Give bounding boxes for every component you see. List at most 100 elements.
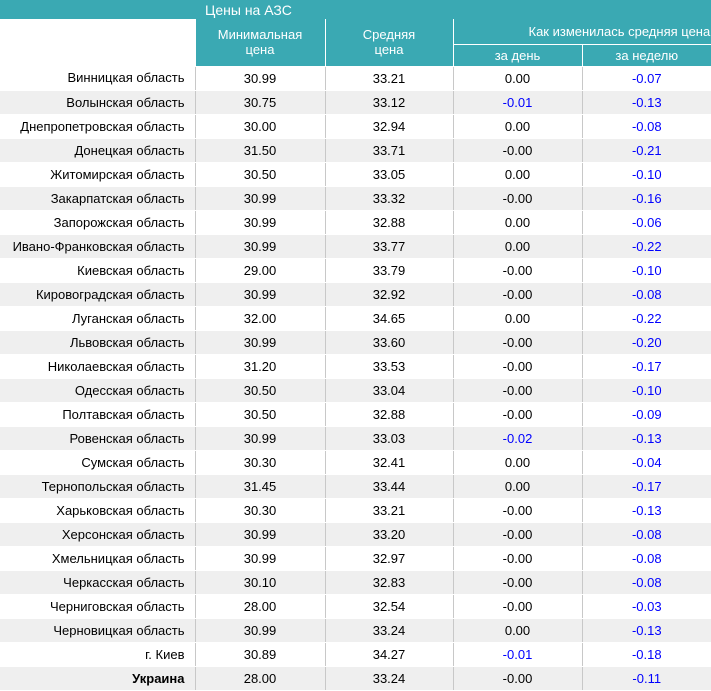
min-price: 32.00 [194,306,325,331]
region: Львовская область [0,330,195,355]
blank [0,0,195,19]
region: Днепропетровская область [0,114,195,139]
row: Луганская область 32.00 34.65 0.00 -0.22 [0,306,711,331]
row: Донецкая область 31.50 33.71 -0.00 -0.21 [0,138,711,163]
avg-price: 33.24 [324,618,453,643]
row: Волынская область 30.75 33.12 -0.01 -0.13 [0,90,711,115]
change-day: -0.01 [452,90,582,115]
change-week: -0.07 [581,66,711,91]
change-day: -0.00 [452,354,582,379]
min-price: 30.99 [194,522,325,547]
min-price: 30.00 [194,114,325,139]
change-week: -0.17 [581,474,711,499]
region: Киевская область [0,258,195,283]
day-header: за день [452,44,582,67]
row: Одесская область 30.50 33.04 -0.00 -0.10 [0,378,711,403]
region: Украина [0,666,195,691]
change-day: -0.00 [452,570,582,595]
title: Цены на АЗС [195,0,711,19]
change-week: -0.18 [581,642,711,667]
min-price: 29.00 [194,258,325,283]
change-week: -0.08 [581,114,711,139]
change-week: -0.16 [581,186,711,211]
region: Хмельницкая область [0,546,195,571]
min-price: 31.50 [194,138,325,163]
avg-price: 33.71 [324,138,453,163]
change-week: -0.10 [581,258,711,283]
change-week: -0.11 [581,666,711,691]
change-day: 0.00 [452,306,582,331]
region: Николаевская область [0,354,195,379]
row: Львовская область 30.99 33.60 -0.00 -0.20 [0,330,711,355]
row: Запорожская область 30.99 32.88 0.00 -0.06 [0,210,711,235]
row: Херсонская область 30.99 33.20 -0.00 -0.08 [0,522,711,547]
change-week: -0.13 [581,498,711,523]
avg-header: Средняя цена [324,19,453,67]
min-price: 30.30 [194,450,325,475]
avg-price: 33.32 [324,186,453,211]
change-week: -0.13 [581,90,711,115]
region: Херсонская область [0,522,195,547]
min-price: 30.99 [194,426,325,451]
avg-price: 33.05 [324,162,453,187]
region: Кировоградская область [0,282,195,307]
region: Харьковская область [0,498,195,523]
avg-price: 33.20 [324,522,453,547]
row: г. Киев 30.89 34.27 -0.01 -0.18 [0,642,711,667]
row: Полтавская область 30.50 32.88 -0.00 -0.09 [0,402,711,427]
min-price: 31.45 [194,474,325,499]
avg-price: 33.79 [324,258,453,283]
min-price: 30.10 [194,570,325,595]
row: Тернопольская область 31.45 33.44 0.00 -0.17 [0,474,711,499]
min-price: 30.50 [194,162,325,187]
min-price: 30.99 [194,210,325,235]
change-day: -0.00 [452,138,582,163]
row: Николаевская область 31.20 33.53 -0.00 -0.17 [0,354,711,379]
change-week: -0.09 [581,402,711,427]
min-price: 30.75 [194,90,325,115]
row: Харьковская область 30.30 33.21 -0.00 -0.13 [0,498,711,523]
change-day: -0.01 [452,642,582,667]
change-week: -0.10 [581,378,711,403]
row: Закарпатская область 30.99 33.32 -0.00 -0.16 [0,186,711,211]
avg-price: 32.88 [324,402,453,427]
min-price: 30.99 [194,186,325,211]
region: Черниговская область [0,594,195,619]
change-week: -0.08 [581,522,711,547]
row: Украина 28.00 33.24 -0.00 -0.11 [0,666,711,691]
region: Житомирская область [0,162,195,187]
change-week: -0.04 [581,450,711,475]
change-day: -0.00 [452,378,582,403]
change-week: -0.03 [581,594,711,619]
change-day: -0.00 [452,522,582,547]
row: Хмельницкая область 30.99 32.97 -0.00 -0.08 [0,546,711,571]
subheader-row: за день за неделю [0,44,711,67]
change-week: -0.20 [581,330,711,355]
change-week: -0.17 [581,354,711,379]
region: Донецкая область [0,138,195,163]
avg-price: 33.77 [324,234,453,259]
header-row: Минимальная цена Средняя цена Как измени… [0,19,711,67]
min-price: 30.99 [194,546,325,571]
change-week: -0.22 [581,306,711,331]
min-price: 30.99 [194,234,325,259]
region: Винницкая область [0,66,195,91]
avg-price: 32.92 [324,282,453,307]
min-price: 30.99 [194,282,325,307]
change-day: 0.00 [452,618,582,643]
change-day: -0.00 [452,330,582,355]
change-day: -0.00 [452,258,582,283]
change-day: 0.00 [452,210,582,235]
min-price: 30.89 [194,642,325,667]
avg-price: 33.12 [324,90,453,115]
row: Винницкая область 30.99 33.21 0.00 -0.07 [0,66,711,91]
change-day: 0.00 [452,234,582,259]
min-price: 30.50 [194,402,325,427]
region: Сумская область [0,450,195,475]
row: Днепропетровская область 30.00 32.94 0.00 -0… [0,114,711,139]
row: Сумская область 30.30 32.41 0.00 -0.04 [0,450,711,475]
row: Кировоградская область 30.99 32.92 -0.00 -0.… [0,282,711,307]
change-day: 0.00 [452,450,582,475]
region: г. Киев [0,642,195,667]
